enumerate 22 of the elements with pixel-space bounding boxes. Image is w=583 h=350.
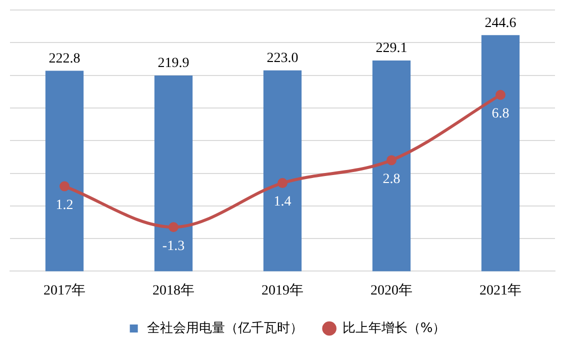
point (496, 90, 506, 100)
data-label: 6.8 (492, 106, 510, 122)
data-label: 1.2 (56, 198, 74, 213)
data-label: 222.8 (48, 51, 80, 66)
point (386, 155, 396, 166)
x-tick-label: 2019年 (262, 282, 304, 298)
x-tick-label: 2021年 (480, 282, 522, 298)
legend-label: 全社会用电量（亿千瓦时） (146, 320, 303, 336)
data-label: 229.1 (376, 41, 408, 56)
data-label: 2.8 (382, 172, 400, 187)
x-tick-label: 2017年 (44, 282, 86, 298)
x-tick-label: 2018年 (152, 282, 194, 298)
x-tick-label: 2020年 (370, 282, 412, 298)
legend-label: 比上年增长（%） (342, 320, 446, 336)
data-label: 1.4 (274, 194, 292, 210)
point (60, 181, 70, 192)
data-label: 219.9 (158, 56, 190, 72)
point (278, 178, 288, 188)
data-label: 223.0 (266, 51, 298, 66)
point (168, 222, 178, 232)
data-label: 244.6 (484, 16, 516, 31)
data-label: -1.3 (162, 238, 185, 254)
